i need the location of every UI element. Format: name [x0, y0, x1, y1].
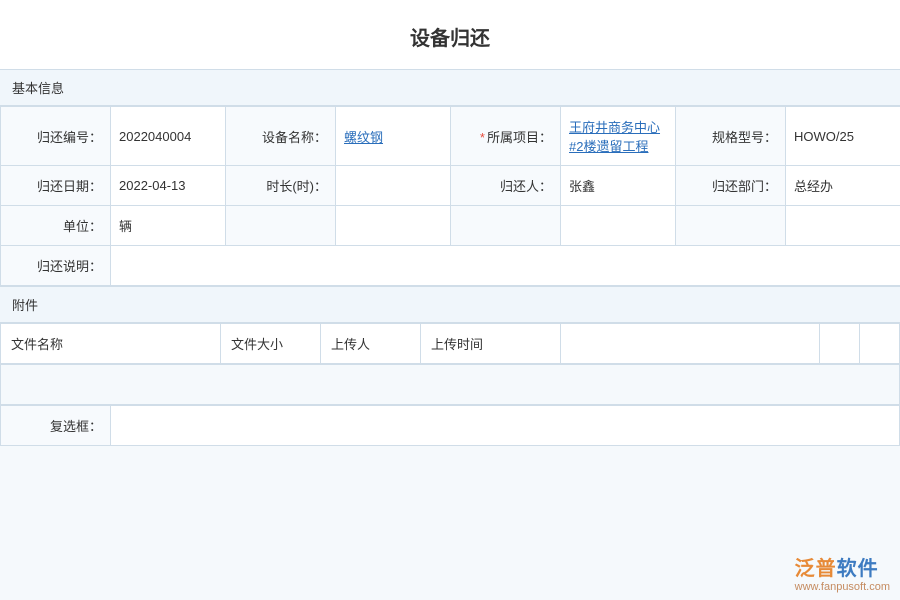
empty-label: [451, 206, 561, 246]
col-action: [820, 324, 860, 364]
return-desc-label: 归还说明：: [1, 246, 111, 286]
return-person-label: 归还人：: [451, 166, 561, 206]
blank-row: [1, 365, 900, 405]
return-dept-label: 归还部门：: [676, 166, 786, 206]
device-name-value: 螺纹钢: [336, 107, 451, 166]
return-date-value: 2022-04-13: [111, 166, 226, 206]
form-row: 归还编号： 2022040004 设备名称： 螺纹钢 *所属项目： 王府井商务中…: [1, 107, 900, 166]
watermark-brand: 泛普软件: [795, 557, 890, 581]
return-no-value: 2022040004: [111, 107, 226, 166]
empty-label: [226, 206, 336, 246]
return-dept-value: 总经办: [786, 166, 900, 206]
col-action: [860, 324, 900, 364]
col-uploader: 上传人: [321, 324, 421, 364]
col-empty: [561, 324, 820, 364]
empty-value: [561, 206, 676, 246]
duration-label: 时长(时)：: [226, 166, 336, 206]
form-row: 归还日期： 2022-04-13 时长(时)： 归还人： 张鑫 归还部门： 总经…: [1, 166, 900, 206]
form-row: 单位： 辆: [1, 206, 900, 246]
duration-value: [336, 166, 451, 206]
project-link[interactable]: 王府井商务中心#2楼遗留工程: [569, 120, 660, 154]
unit-label: 单位：: [1, 206, 111, 246]
checkbox-value: [111, 406, 900, 446]
watermark-brand-main: 泛普: [795, 558, 837, 580]
col-file-name: 文件名称: [1, 324, 221, 364]
return-no-label: 归还编号：: [1, 107, 111, 166]
spacer-table: [0, 364, 900, 405]
basic-info-table: 归还编号： 2022040004 设备名称： 螺纹钢 *所属项目： 王府井商务中…: [0, 106, 900, 286]
spec-value: HOWO/25: [786, 107, 900, 166]
watermark: 泛普软件 www.fanpusoft.com: [795, 557, 890, 594]
watermark-url: www.fanpusoft.com: [795, 581, 890, 594]
attachment-table: 文件名称 文件大小 上传人 上传时间: [0, 323, 900, 364]
unit-value: 辆: [111, 206, 226, 246]
spec-label: 规格型号：: [676, 107, 786, 166]
empty-value: [786, 206, 900, 246]
basic-info-header: 基本信息: [0, 69, 900, 106]
device-name-link[interactable]: 螺纹钢: [344, 130, 383, 145]
form-row: 归还说明：: [1, 246, 900, 286]
checkbox-table: 复选框：: [0, 405, 900, 446]
return-desc-value: [111, 246, 900, 286]
attachment-header-row: 文件名称 文件大小 上传人 上传时间: [1, 324, 900, 364]
col-upload-time: 上传时间: [421, 324, 561, 364]
attachment-header: 附件: [0, 286, 900, 323]
watermark-brand-suffix: 软件: [837, 558, 879, 580]
checkbox-row: 复选框：: [1, 406, 900, 446]
return-date-label: 归还日期：: [1, 166, 111, 206]
page-title: 设备归还: [0, 0, 900, 69]
empty-label: [676, 206, 786, 246]
project-value: 王府井商务中心#2楼遗留工程: [561, 107, 676, 166]
return-person-value: 张鑫: [561, 166, 676, 206]
device-name-label: 设备名称：: [226, 107, 336, 166]
required-marker: *: [480, 130, 485, 145]
checkbox-label: 复选框：: [1, 406, 111, 446]
project-label: *所属项目：: [451, 107, 561, 166]
empty-value: [336, 206, 451, 246]
col-file-size: 文件大小: [221, 324, 321, 364]
